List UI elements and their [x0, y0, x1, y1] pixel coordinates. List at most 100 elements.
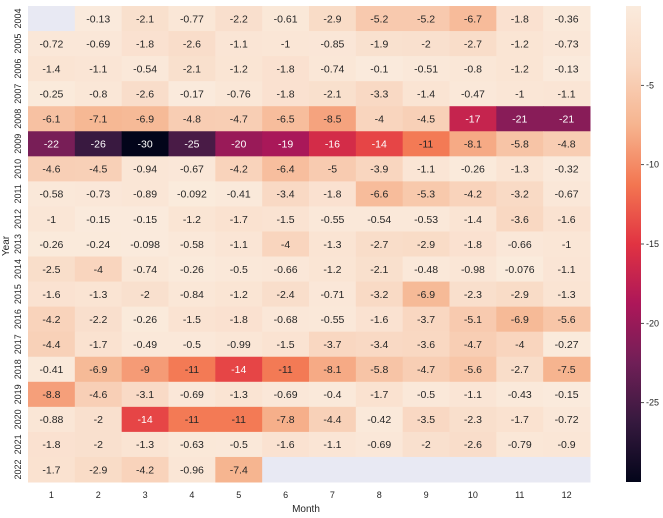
cell-value-label: -1.7: [89, 339, 107, 351]
cell-value-label: -5.2: [417, 13, 435, 25]
cell-value-label: -1: [281, 38, 290, 50]
cell-value-label: -17: [465, 114, 480, 126]
cell-value-label: -2.3: [464, 289, 482, 301]
y-tick-label: 2004: [13, 9, 23, 29]
heatmap-cell: [28, 6, 76, 32]
cell-value-label: -8.8: [42, 389, 60, 401]
cell-value-label: -1.8: [230, 314, 248, 326]
cell-value-label: -2: [421, 439, 430, 451]
cell-value-label: -6.9: [89, 364, 107, 376]
heatmap-cell: [262, 356, 310, 383]
heatmap-cell: [28, 331, 76, 358]
heatmap-cell: [168, 256, 216, 283]
cell-value-label: -0.72: [39, 38, 63, 50]
cell-value-label: -1.6: [277, 439, 295, 451]
cell-value-label: -8.5: [323, 114, 341, 126]
cell-value-label: -2: [421, 38, 430, 50]
cell-value-label: -1.3: [136, 439, 154, 451]
heatmap-cell: [402, 56, 450, 82]
cell-value-label: -1.1: [417, 164, 435, 176]
heatmap-cell: [543, 406, 591, 433]
cell-value-label: -1.1: [230, 239, 248, 251]
cell-value-label: -7.5: [558, 364, 576, 376]
cell-value-label: -5.2: [370, 13, 388, 25]
cell-value-label: -0.84: [180, 289, 204, 301]
heatmap-cell: [215, 456, 263, 483]
cell-value-label: -3.6: [511, 214, 529, 226]
cell-value-label: -2.6: [136, 88, 154, 100]
cell-value-label: -3.6: [417, 339, 435, 351]
y-tick-label: 2018: [13, 359, 23, 379]
heatmap-cell: [121, 306, 169, 333]
heatmap-cell: [449, 431, 497, 458]
cell-value-label: -0.61: [274, 13, 298, 25]
cell-value-label: -0.4: [323, 389, 341, 401]
cell-value-label: -1.6: [42, 289, 60, 301]
cell-value-label: -1.1: [558, 88, 576, 100]
cell-value-label: -2: [94, 414, 103, 426]
cell-value-label: -0.13: [555, 63, 579, 75]
cell-value-label: -0.26: [461, 164, 485, 176]
cell-value-label: -0.88: [39, 414, 63, 426]
heatmap-cell: [121, 156, 169, 182]
cell-value-label: -2.7: [511, 364, 529, 376]
cell-value-label: -6.6: [370, 189, 388, 201]
heatmap-cell: [262, 106, 310, 132]
heatmap-cell: [262, 181, 310, 207]
cell-value-label: -2.7: [464, 38, 482, 50]
heatmap-cell: [74, 256, 123, 283]
cell-value-label: -4: [375, 114, 384, 126]
y-tick-label: 2008: [13, 109, 23, 129]
cell-value-label: -8.1: [323, 364, 341, 376]
heatmap-cell: [309, 106, 357, 132]
y-tick-label: 2014: [13, 259, 23, 279]
cell-value-label: -1.8: [136, 38, 154, 50]
cell-value-label: -5.8: [370, 364, 388, 376]
cell-value-label: -0.43: [508, 389, 532, 401]
cell-value-label: -4.2: [136, 464, 154, 476]
cell-value-label: -14: [231, 364, 246, 376]
heatmap-cell: [168, 6, 216, 32]
cell-value-label: -5.8: [511, 139, 529, 151]
cell-value-label: -4.8: [183, 114, 201, 126]
cell-value-label: -1.2: [323, 264, 341, 276]
cell-value-label: -0.13: [86, 13, 110, 25]
heatmap-cell: [121, 131, 169, 157]
heatmap-cell: [402, 231, 450, 258]
heatmap-cell-labels: -0.13 -2.1 -0.77 -2.2 -0.61 -2.9 -5.2 -5.2 -6.7 -…: [39, 13, 578, 476]
heatmap-cell: [74, 156, 123, 182]
cell-value-label: -7.4: [230, 464, 248, 476]
cell-value-label: -1.5: [277, 214, 295, 226]
heatmap-cell: [168, 381, 216, 408]
cell-value-label: -1.7: [370, 389, 388, 401]
cell-value-label: -0.17: [180, 88, 204, 100]
cell-value-label: -0.67: [555, 189, 579, 201]
heatmap-cell: [215, 281, 263, 308]
y-axis-label: Year: [1, 235, 12, 256]
cell-value-label: -4.2: [464, 189, 482, 201]
cell-value-label: -0.54: [367, 214, 391, 226]
heatmap-cell: [74, 106, 123, 132]
cell-value-label: -2.9: [511, 289, 529, 301]
cell-value-label: -8.1: [464, 139, 482, 151]
heatmap-cell: [215, 431, 263, 458]
cell-value-label: -0.58: [39, 189, 63, 201]
cell-value-label: -0.26: [133, 314, 157, 326]
colorbar-tick-label: -20: [646, 318, 659, 328]
cell-value-label: -2.1: [370, 264, 388, 276]
heatmap-cell: [402, 356, 450, 383]
heatmap-cell: [262, 381, 310, 408]
x-tick-label: 1: [49, 490, 54, 500]
cell-value-label: -0.98: [461, 264, 485, 276]
heatmap-cell: [309, 381, 357, 408]
cell-value-label: -22: [44, 139, 59, 151]
cell-value-label: -11: [419, 139, 434, 151]
cell-value-label: -26: [91, 139, 106, 151]
heatmap-cell: [402, 131, 450, 157]
cell-value-label: -1.7: [511, 414, 529, 426]
cell-value-label: -2.6: [464, 439, 482, 451]
cell-value-label: -19: [278, 139, 293, 151]
cell-value-label: -4: [515, 339, 524, 351]
cell-value-label: -2.1: [183, 63, 201, 75]
heatmap-cell: [74, 206, 123, 232]
